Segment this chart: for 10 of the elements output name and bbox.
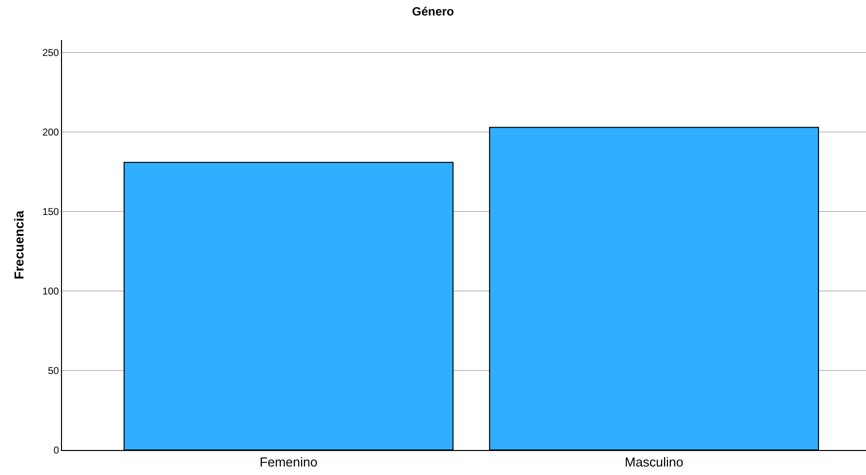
y-tick-label: 150 <box>42 207 60 218</box>
y-tick-label: 50 <box>48 366 60 378</box>
y-tick-label: 0 <box>53 446 60 456</box>
chart-title: Género <box>412 4 454 19</box>
y-axis-title: Frecuencia <box>11 210 26 280</box>
y-tick-label: 200 <box>42 128 60 139</box>
y-tick-label: 100 <box>42 286 60 298</box>
y-tick-label: 250 <box>42 48 60 60</box>
x-tick-label: Femenino <box>260 454 318 470</box>
x-tick-label: Masculino <box>624 454 684 470</box>
